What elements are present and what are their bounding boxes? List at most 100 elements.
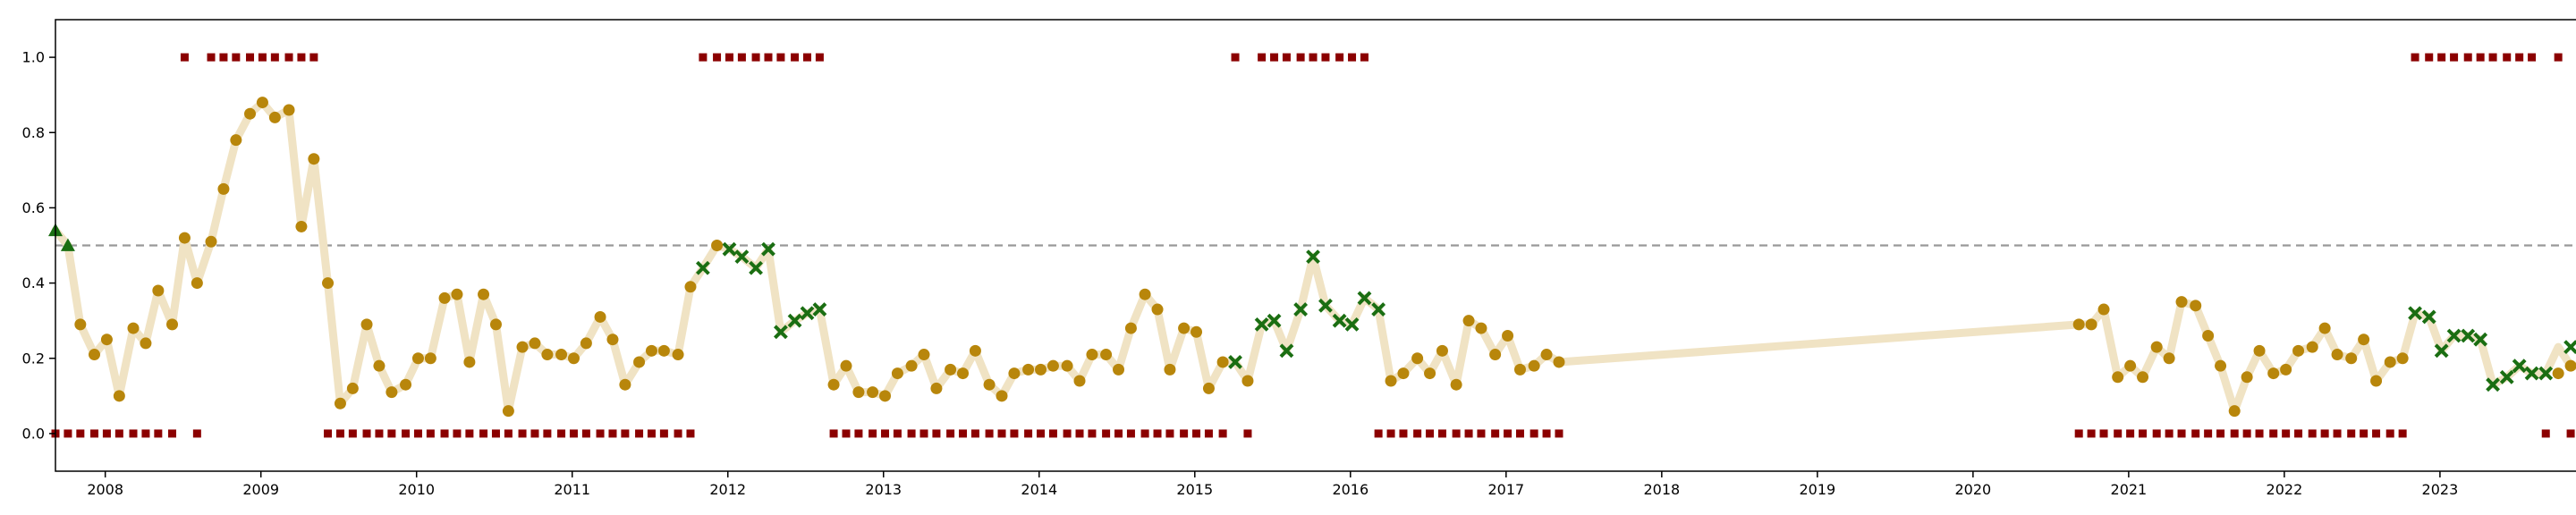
cross-marker xyxy=(787,313,802,328)
square-marker xyxy=(737,53,746,62)
circle-marker xyxy=(2318,322,2331,334)
circle-marker xyxy=(1424,367,1436,380)
square-marker xyxy=(440,429,449,438)
cross-marker xyxy=(1267,313,1282,328)
square-marker xyxy=(192,429,201,438)
circle-markers xyxy=(74,97,2576,418)
circle-marker xyxy=(1540,349,1553,361)
circle-marker xyxy=(463,356,476,368)
circle-marker xyxy=(2228,405,2241,418)
square-marker xyxy=(1024,429,1033,438)
circle-marker xyxy=(619,378,631,391)
circle-marker xyxy=(711,240,724,251)
square-marker xyxy=(270,53,279,62)
cross-marker xyxy=(749,260,763,275)
square-marker xyxy=(1360,53,1368,62)
circle-marker xyxy=(100,333,113,346)
cross-marker xyxy=(2524,366,2539,381)
square-marker xyxy=(997,429,1006,438)
square-marker xyxy=(2204,429,2213,438)
circle-marker xyxy=(205,235,217,248)
x-tick-label: 2021 xyxy=(2111,481,2148,498)
square-marker xyxy=(1321,53,1330,62)
circle-marker xyxy=(1385,375,1397,387)
square-marker xyxy=(2139,429,2148,438)
square-marker xyxy=(2308,429,2317,438)
square-marker xyxy=(90,429,99,438)
cross-marker xyxy=(695,260,710,275)
square-marker xyxy=(1165,429,1174,438)
square-marker xyxy=(2320,429,2329,438)
cross-marker xyxy=(812,302,827,317)
circle-marker xyxy=(2253,344,2266,357)
circle-marker xyxy=(1216,356,1229,368)
square-marker xyxy=(2360,429,2368,438)
square-marker xyxy=(1114,429,1123,438)
circle-marker xyxy=(478,288,490,300)
circle-marker xyxy=(2267,367,2280,380)
square-marker xyxy=(543,429,552,438)
circle-marker xyxy=(346,382,359,394)
square-marker xyxy=(596,429,605,438)
cross-marker xyxy=(2538,366,2554,381)
square-marker xyxy=(1555,429,1563,438)
square-marker xyxy=(246,53,255,62)
circle-marker xyxy=(2280,363,2292,376)
square-marker xyxy=(1126,429,1135,438)
circle-marker xyxy=(1035,363,1047,376)
cross-marker xyxy=(722,241,737,257)
square-marker xyxy=(102,429,111,438)
cross-marker xyxy=(773,325,788,340)
circle-marker xyxy=(606,333,619,346)
square-marker xyxy=(2294,429,2303,438)
square-marker xyxy=(713,53,722,62)
circle-marker xyxy=(295,220,308,232)
square-marker xyxy=(297,53,306,62)
square-marker xyxy=(219,53,228,62)
circle-marker xyxy=(2072,318,2085,331)
square-marker xyxy=(1192,429,1201,438)
square-marker xyxy=(114,429,123,438)
square-marker xyxy=(2372,429,2381,438)
circle-marker xyxy=(567,352,580,365)
square-marker xyxy=(2515,53,2524,62)
circle-marker xyxy=(878,390,891,402)
circle-marker xyxy=(244,107,257,120)
square-marker xyxy=(129,429,138,438)
square-marker xyxy=(1037,429,1046,438)
cross-marker xyxy=(2486,377,2500,393)
square-marker xyxy=(1140,429,1149,438)
square-marker xyxy=(2566,429,2575,438)
circle-marker xyxy=(2292,344,2305,357)
cross-marker xyxy=(1279,343,1294,359)
cross-marker xyxy=(2512,359,2527,374)
x-tick-label: 2018 xyxy=(1643,481,1680,498)
square-marker xyxy=(1075,429,1084,438)
circle-marker xyxy=(1502,330,1514,342)
circle-marker xyxy=(2552,367,2564,380)
circle-marker xyxy=(2331,349,2343,361)
square-marker xyxy=(751,53,760,62)
circle-marker xyxy=(334,397,346,409)
circle-marker xyxy=(373,359,386,372)
square-marker xyxy=(1464,429,1473,438)
circle-marker xyxy=(1124,322,1137,334)
cross-marker xyxy=(1332,313,1347,328)
cross-marker xyxy=(1318,298,1333,313)
square-marker xyxy=(324,429,333,438)
square-marker xyxy=(1504,429,1513,438)
x-tick-label: 2013 xyxy=(865,481,902,498)
circle-marker xyxy=(2202,330,2215,342)
square-marker xyxy=(2554,53,2563,62)
triangle-marker xyxy=(60,238,75,251)
square-marker xyxy=(581,429,590,438)
square-marker xyxy=(2242,429,2251,438)
square-marker xyxy=(635,429,644,438)
circle-marker xyxy=(905,359,918,372)
square-marker xyxy=(2503,53,2512,62)
circle-marker xyxy=(322,277,335,290)
circle-marker xyxy=(867,386,879,399)
circle-marker xyxy=(308,153,320,165)
circle-marker xyxy=(2097,303,2110,316)
circle-marker xyxy=(2215,359,2227,372)
